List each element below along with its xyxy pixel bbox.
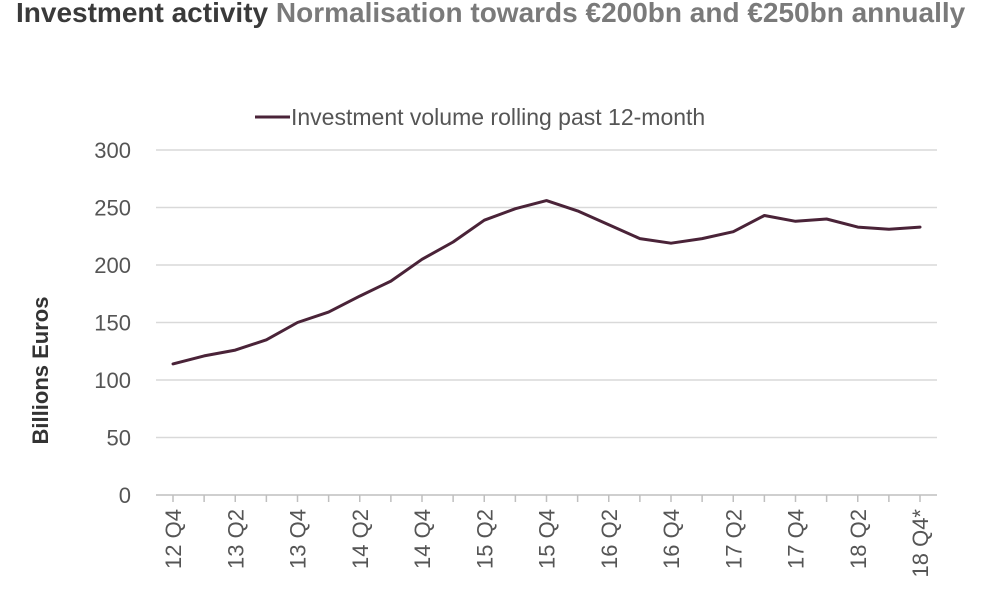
y-tick-label: 300: [94, 138, 131, 163]
x-tick-label: 16 Q2: [597, 509, 622, 569]
x-tick-label: 15 Q4: [535, 509, 560, 569]
y-tick-label: 200: [94, 253, 131, 278]
y-axis-ticks: 0 50 100 150 200 250 300: [94, 138, 131, 508]
x-tick-label: 13 Q2: [223, 509, 248, 569]
y-tick-label: 250: [94, 196, 131, 221]
y-tick-label: 50: [107, 426, 131, 451]
chart-title: Investment activity Normalisation toward…: [16, 0, 991, 36]
series-group: [171, 199, 922, 366]
chart-title-main: Investment activity: [16, 0, 269, 28]
y-axis-label: Billions Euros: [28, 297, 53, 445]
x-tick-label: 18 Q2: [846, 509, 871, 569]
x-tick-label: 14 Q2: [348, 509, 373, 569]
x-tick-label: 12 Q4: [161, 509, 186, 569]
x-tick-label: 14 Q4: [410, 509, 435, 569]
x-tick-label: 16 Q4: [659, 509, 684, 569]
y-tick-label: 150: [94, 311, 131, 336]
x-tick-label: 18 Q4*: [908, 509, 933, 578]
x-tick-label: 15 Q2: [472, 509, 497, 569]
grid-lines: [156, 149, 937, 439]
x-axis: 12 Q4 13 Q2 13 Q4 14 Q2 14 Q4 15 Q2 15 Q4 16 Q2…: [156, 494, 937, 578]
y-tick-label: 0: [119, 483, 131, 508]
legend: Investment volume rolling past 12-month: [255, 104, 705, 130]
chart-subtitle: Normalisation towards €200bn and €250bn …: [275, 0, 966, 28]
y-tick-label: 100: [94, 368, 131, 393]
legend-label: Investment volume rolling past 12-month: [291, 104, 705, 130]
series-line-0: [171, 199, 922, 366]
x-tick-label: 13 Q4: [286, 509, 311, 569]
x-tick-label: 17 Q4: [784, 509, 809, 569]
x-tick-label: 17 Q2: [721, 509, 746, 569]
